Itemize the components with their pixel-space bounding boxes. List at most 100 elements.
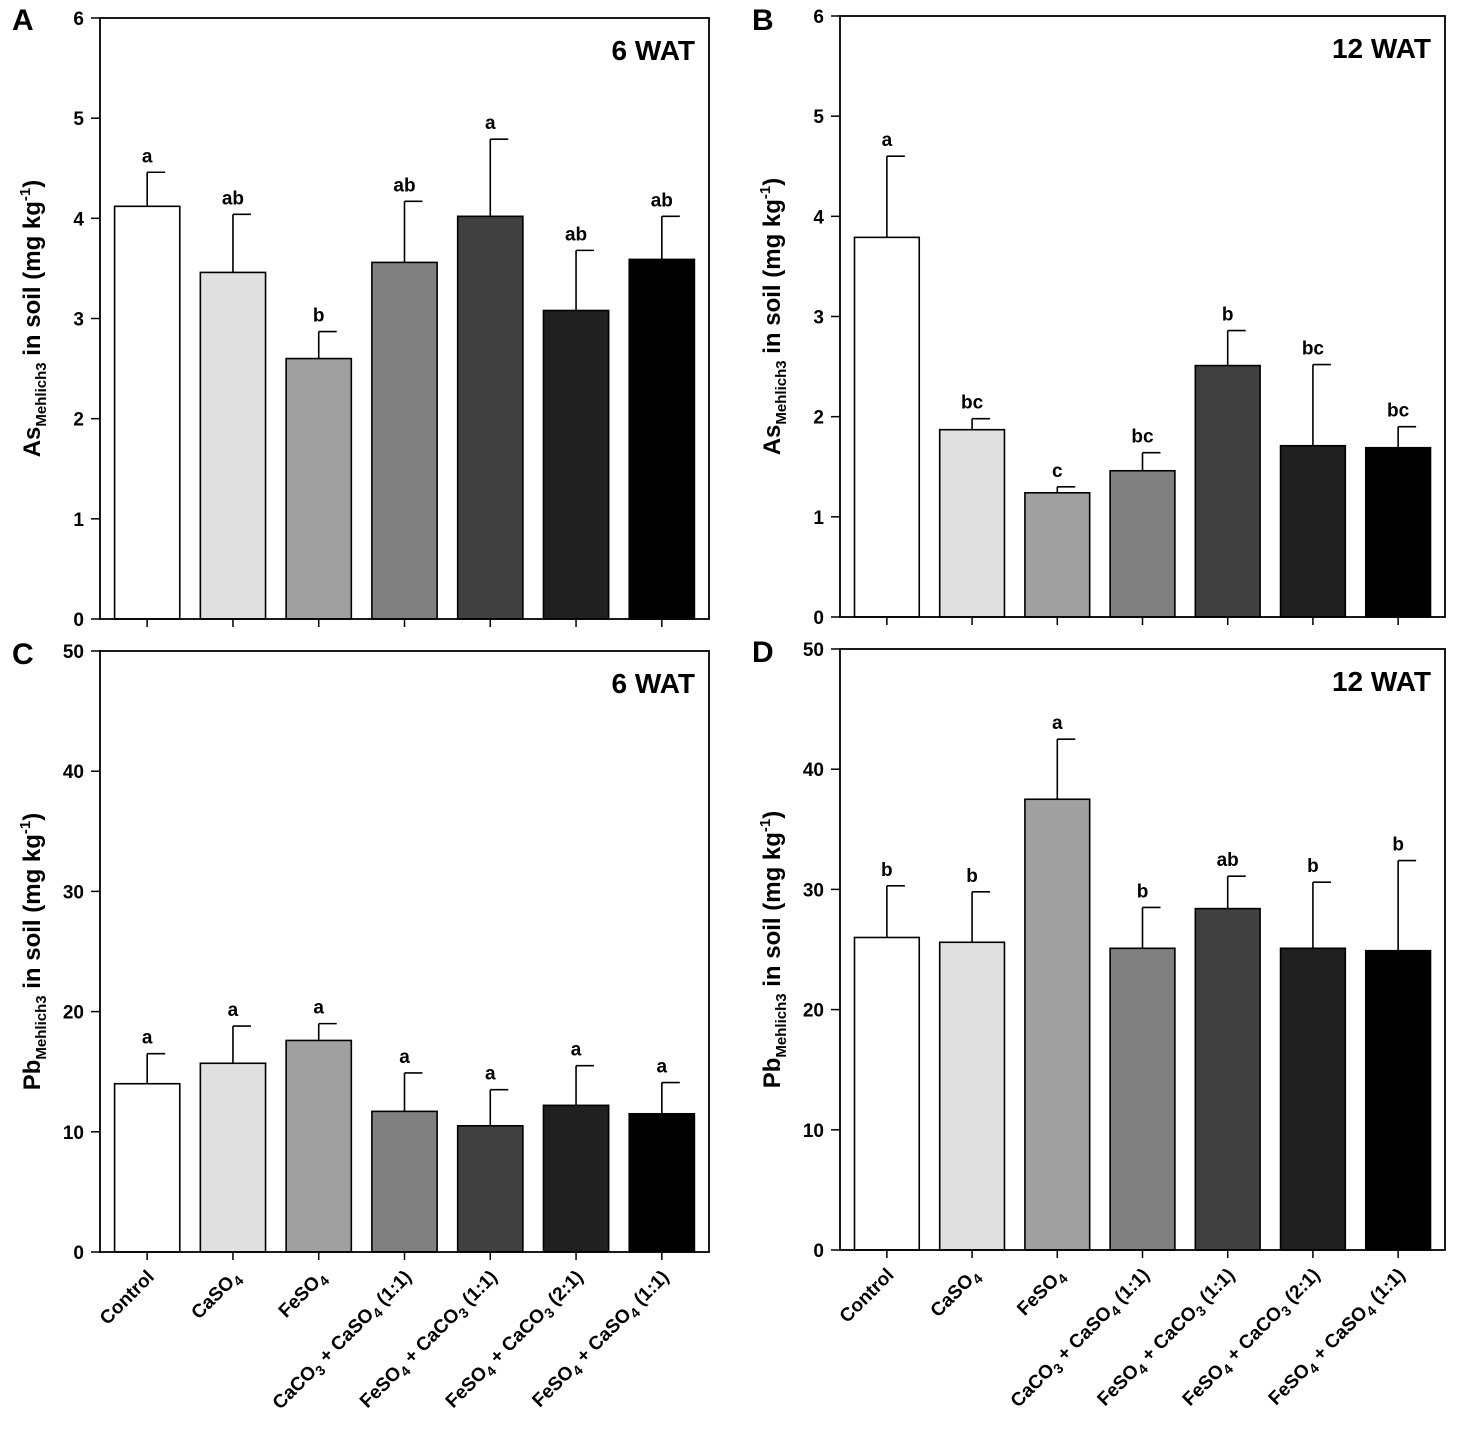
significance-label: bc — [1302, 339, 1325, 360]
category-label: CaCO3 + CaSO4 (1:1) — [269, 1267, 418, 1416]
plot-frame — [99, 17, 710, 620]
bar — [371, 261, 438, 620]
panel-c: C 0 10 20 30 40 50 PbMehlich3 in soil (mg kg-1)… — [12, 638, 710, 1416]
significance-label: b — [1392, 835, 1404, 856]
y-tick-label: 30 — [63, 882, 84, 903]
y-tick-label: 40 — [63, 762, 84, 783]
significance-label: ab — [393, 175, 415, 196]
significance-label: a — [485, 1064, 496, 1085]
significance-label: a — [657, 1057, 668, 1078]
bar — [285, 357, 353, 620]
category-label: CaCO3 + CaSO4 (1:1) — [1007, 1265, 1156, 1414]
significance-label: b — [881, 860, 893, 881]
y-tick-label: 6 — [73, 9, 84, 30]
significance-label: ab — [565, 224, 587, 245]
bar — [1109, 947, 1176, 1251]
significance-label: a — [399, 1047, 410, 1068]
y-tick-label: 5 — [73, 109, 84, 130]
panel-d: D 0 10 20 30 40 50 PbMehlich3 in soil (mg kg-1)… — [752, 636, 1446, 1414]
y-tick-label: 10 — [803, 1121, 824, 1142]
bar — [1109, 469, 1176, 618]
y-axis-label: AsMehlich3 in soil (mg kg-1) — [17, 180, 50, 458]
bar — [1279, 947, 1347, 1251]
significance-label: ab — [651, 190, 673, 211]
significance-label: b — [1307, 856, 1319, 877]
significance-label: b — [966, 866, 978, 887]
y-tick-label: 3 — [813, 308, 824, 329]
bar — [938, 428, 1006, 618]
bar — [1024, 798, 1091, 1251]
significance-label: a — [485, 113, 496, 134]
bar — [938, 941, 1006, 1251]
significance-label: ab — [1217, 850, 1239, 871]
significance-label: ab — [222, 188, 244, 209]
y-tick-label: 30 — [803, 880, 824, 901]
bar — [285, 1039, 353, 1253]
bar — [1364, 446, 1432, 618]
panel-a: A 0 1 2 3 4 5 6 AsMehlich3 in soil (mg kg-1) a ab b… — [12, 4, 710, 631]
category-label: CaSO4 — [927, 1265, 986, 1324]
bar — [542, 309, 610, 620]
y-axis-label: PbMehlich3 in soil (mg kg-1) — [17, 813, 50, 1091]
plot-frame — [839, 15, 1446, 618]
significance-label: b — [1137, 881, 1149, 902]
y-tick-label: 4 — [813, 207, 824, 228]
significance-label: a — [1052, 713, 1063, 734]
significance-label: a — [571, 1040, 582, 1061]
y-tick-label: 1 — [73, 510, 84, 531]
panel-b: B 0 1 2 3 4 5 6 AsMehlich3 in soil (mg kg-1) a bc c… — [752, 4, 1446, 629]
bar — [371, 1110, 438, 1253]
panel-letter: D — [752, 636, 774, 669]
significance-label: a — [142, 1028, 153, 1049]
y-tick-label: 1 — [813, 508, 824, 529]
panel-title: 12 WAT — [1332, 33, 1431, 64]
significance-label: bc — [1131, 427, 1154, 448]
significance-label: a — [228, 1000, 239, 1021]
plot-frame — [839, 648, 1446, 1251]
y-axis-label: AsMehlich3 in soil (mg kg-1) — [757, 178, 790, 456]
bar — [1194, 364, 1261, 618]
bar — [199, 271, 267, 620]
y-tick-label: 20 — [63, 1003, 84, 1024]
category-label: Control — [836, 1265, 899, 1328]
bar — [1024, 491, 1091, 618]
bar — [456, 215, 524, 620]
y-tick-label: 3 — [73, 310, 84, 331]
y-tick-label: 40 — [803, 760, 824, 781]
category-label: FeSO4 — [1013, 1265, 1071, 1323]
y-tick-label: 50 — [63, 642, 84, 663]
bar — [113, 1082, 181, 1253]
y-axis-label: PbMehlich3 in soil (mg kg-1) — [757, 811, 790, 1089]
panel-title: 6 WAT — [612, 35, 695, 66]
bar — [853, 236, 921, 618]
y-tick-label: 6 — [813, 7, 824, 28]
panel-letter: C — [12, 638, 34, 671]
significance-label: a — [882, 130, 893, 151]
significance-label: b — [1222, 305, 1234, 326]
significance-label: bc — [961, 393, 984, 414]
y-tick-label: 0 — [813, 608, 824, 629]
y-tick-label: 5 — [813, 107, 824, 128]
bar — [456, 1124, 524, 1253]
y-tick-label: 2 — [813, 408, 824, 429]
bar — [199, 1062, 267, 1253]
y-tick-label: 0 — [813, 1241, 824, 1262]
y-tick-label: 4 — [73, 209, 84, 230]
significance-label: a — [142, 146, 153, 167]
plot-frame — [99, 650, 710, 1253]
bar — [853, 936, 921, 1251]
panel-title: 6 WAT — [612, 668, 695, 699]
y-tick-label: 0 — [73, 1243, 84, 1264]
category-label: FeSO4 — [275, 1267, 333, 1325]
bar — [628, 258, 696, 620]
bar — [1194, 907, 1261, 1251]
bar — [542, 1104, 610, 1253]
significance-label: a — [313, 998, 324, 1019]
category-label: Control — [96, 1267, 159, 1330]
y-tick-label: 0 — [73, 610, 84, 631]
category-label: CaSO4 — [188, 1267, 247, 1326]
significance-label: bc — [1387, 401, 1410, 422]
panel-letter: B — [752, 4, 774, 37]
bar — [628, 1112, 696, 1253]
